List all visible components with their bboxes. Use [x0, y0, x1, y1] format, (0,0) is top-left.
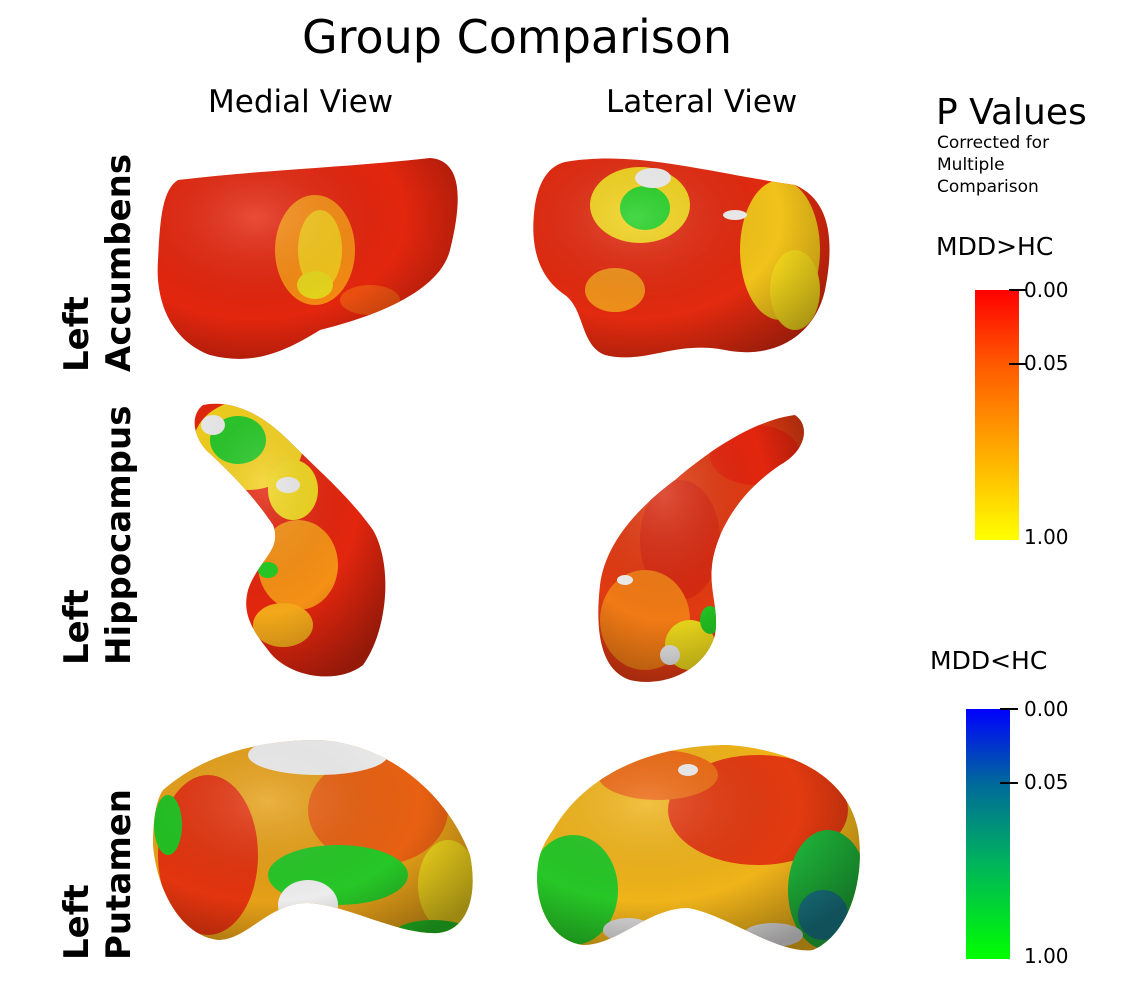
scale-cold-condition: MDD<HC — [930, 646, 1048, 675]
scale-hot-condition: MDD>HC — [936, 232, 1054, 261]
row-label-line2: Putamen — [99, 788, 139, 960]
figure-title: Group Comparison — [301, 10, 733, 64]
hippocampus-lateral-surface — [598, 415, 804, 682]
row-label-hippocampus: Left Hippocampus — [56, 405, 140, 665]
scale-hot-gradient — [975, 290, 1019, 540]
scale-hot-tick-label-mid: 0.05 — [1024, 351, 1069, 375]
row-label-line1: Left — [57, 589, 97, 665]
row-label-line2: Accumbens — [99, 153, 139, 372]
hippocampus-medial-surface — [194, 403, 386, 677]
scale-hot-colorbar — [975, 289, 1027, 540]
legend-title: P Values — [936, 92, 1087, 133]
column-header-lateral: Lateral View — [606, 84, 798, 120]
accumbens-lateral-surface — [533, 158, 830, 358]
row-label-line1: Left — [57, 884, 97, 960]
scale-cold-gradient — [966, 709, 1010, 959]
putamen-lateral-surface — [537, 745, 860, 951]
column-header-medial: Medial View — [208, 84, 394, 120]
scale-cold-tick-label-top: 0.00 — [1024, 697, 1069, 721]
scale-hot-tick-label-bottom: 1.00 — [1024, 525, 1069, 549]
putamen-medial-surface — [153, 740, 473, 940]
scale-cold-colorbar — [966, 708, 1018, 959]
accumbens-medial-surface — [157, 158, 458, 359]
scale-hot-tick-label-top: 0.00 — [1024, 278, 1069, 302]
legend-subtitle: Corrected for Multiple Comparison — [937, 133, 1050, 197]
scale-cold-tick-label-mid: 0.05 — [1024, 770, 1069, 794]
row-label-line2: Hippocampus — [99, 405, 139, 665]
row-label-putamen: Left Putamen — [56, 760, 140, 960]
row-label-accumbens: Left Accumbens — [56, 152, 140, 372]
scale-cold-tick-label-bottom: 1.00 — [1024, 944, 1069, 968]
row-label-line1: Left — [57, 296, 97, 372]
